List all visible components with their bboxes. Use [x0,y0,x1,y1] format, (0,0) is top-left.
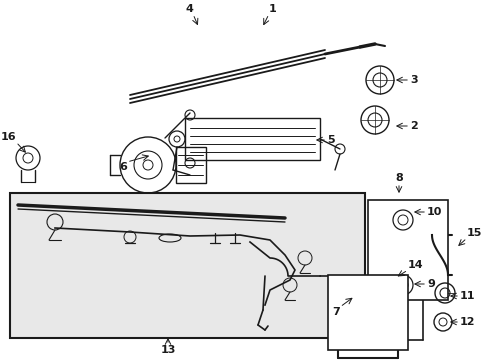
Bar [176,147,205,183]
Bar [10,193,364,338]
Text: 5: 5 [326,135,334,145]
Text: 8: 8 [394,173,402,183]
Bar [184,118,319,160]
Text: 15: 15 [466,228,481,238]
Text: 16: 16 [0,132,16,142]
Text: 13: 13 [160,345,175,355]
Text: 9: 9 [426,279,434,289]
Text: 7: 7 [331,307,339,317]
Text: 10: 10 [426,207,442,217]
Text: 6: 6 [119,162,127,172]
Text: 11: 11 [459,291,474,301]
Text: 1: 1 [268,4,276,14]
Bar [327,275,407,350]
Text: 12: 12 [459,317,474,327]
Text: 3: 3 [409,75,417,85]
Text: 4: 4 [185,4,193,14]
Text: 2: 2 [409,121,417,131]
Text: 14: 14 [407,260,423,270]
Bar [367,200,447,300]
